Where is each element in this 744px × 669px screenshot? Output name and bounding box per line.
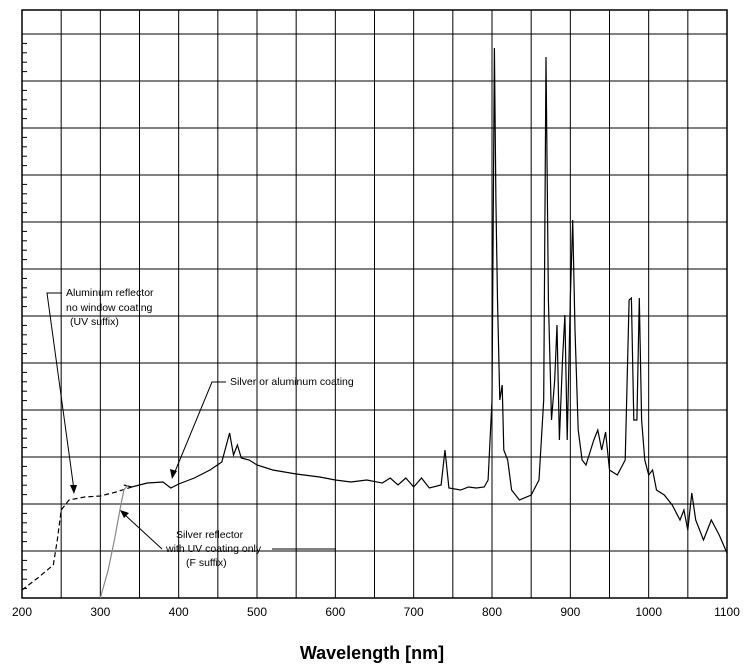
annotation-line: Silver or aluminum coating <box>230 376 354 388</box>
x-tick-label: 300 <box>90 605 110 619</box>
spectrum-line <box>123 47 728 554</box>
plot: 200 300 400 500 600 700 800 900 1000 1100 <box>12 9 740 619</box>
annotation-line: no window coating <box>66 302 153 314</box>
x-tick-label: 1100 <box>714 605 740 619</box>
x-tick-label: 500 <box>247 605 267 619</box>
spectrum-line <box>21 486 132 591</box>
x-tick-label: 200 <box>12 605 32 619</box>
x-tick-label: 1000 <box>635 605 662 619</box>
annotation-f: Silver reflector with UV coating only (F… <box>120 510 336 569</box>
annotation-line: (F suffix) <box>186 557 227 569</box>
annotation-arrow <box>173 381 226 475</box>
arrow-head <box>120 510 129 518</box>
spectrum-line <box>99 484 129 599</box>
annotation-line: Silver reflector <box>176 529 244 541</box>
annotation-line: (UV suffix) <box>70 316 119 328</box>
x-tick-label: 400 <box>169 605 189 619</box>
annotation-line: with UV coating only <box>165 543 262 555</box>
annotation-arrow <box>46 292 75 491</box>
x-tick-label: 900 <box>560 605 580 619</box>
arrow-head <box>170 469 177 479</box>
annotation-coating: Silver or aluminum coating <box>170 376 354 479</box>
annotation-uv: Aluminum reflector no window coating (UV… <box>46 287 154 494</box>
annotation-line: Aluminum reflector <box>66 287 154 299</box>
x-tick-label: 700 <box>404 605 424 619</box>
x-tick-label: 600 <box>325 605 345 619</box>
annotation-arrow <box>123 513 163 550</box>
x-tick-label: 800 <box>482 605 502 619</box>
x-axis-label: Wavelength [nm] <box>300 643 444 663</box>
arrow-head <box>70 485 77 494</box>
